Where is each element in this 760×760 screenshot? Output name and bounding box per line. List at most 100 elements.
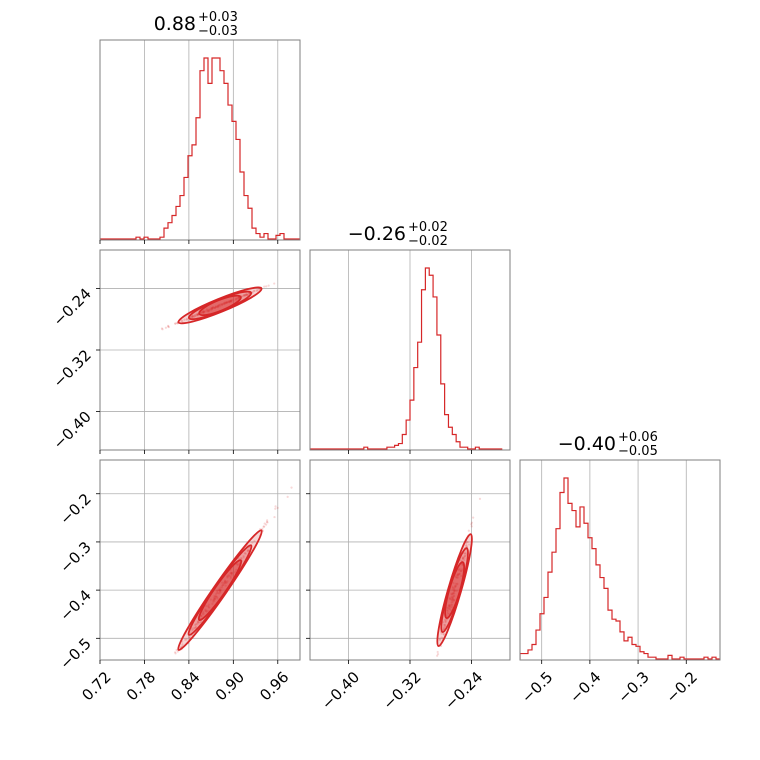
- scatter-point: [224, 582, 227, 585]
- scatter-point: [229, 299, 232, 302]
- scatter-point: [470, 523, 473, 526]
- scatter-point: [160, 327, 164, 330]
- scatter-point: [450, 601, 453, 604]
- scatter-point: [211, 306, 215, 309]
- scatter-point: [438, 637, 442, 640]
- scatter-point: [192, 315, 196, 318]
- scatter-point: [205, 609, 208, 613]
- scatter-point: [225, 301, 228, 304]
- scatter-point: [201, 311, 205, 315]
- scatter-point: [209, 308, 212, 311]
- scatter-point: [230, 572, 233, 575]
- scatter-point: [236, 563, 239, 567]
- diag-title-1: −0.26 +0.02−0.02: [348, 220, 448, 249]
- scatter-point: [207, 310, 210, 313]
- scatter-point: [470, 521, 474, 524]
- scatter-point: [452, 581, 455, 585]
- scatter-point: [451, 592, 455, 595]
- x-tick-label: −0.24: [441, 668, 486, 713]
- scatter-point: [463, 557, 466, 560]
- scatter-point: [211, 307, 214, 310]
- scatter-point: [205, 604, 208, 608]
- scatter-point: [454, 585, 457, 588]
- diag-title-2: −0.40 +0.06−0.05: [558, 430, 658, 459]
- scatter-point: [463, 554, 467, 557]
- scatter-point: [218, 304, 221, 307]
- scatter-point: [210, 308, 213, 311]
- density-contour-2: [198, 294, 242, 317]
- scatter-point: [451, 599, 454, 602]
- scatter-point: [440, 632, 443, 635]
- scatter-point: [430, 677, 432, 679]
- scatter-point: [461, 556, 464, 559]
- scatter-point: [224, 584, 227, 587]
- scatter-point: [451, 597, 455, 600]
- scatter-point: [246, 549, 249, 553]
- scatter-point: [230, 573, 233, 577]
- y-tick-label: −0.4: [56, 586, 94, 624]
- scatter-point: [144, 696, 146, 698]
- scatter-point: [467, 529, 470, 532]
- scatter-point: [213, 306, 217, 310]
- scatter-point: [194, 314, 197, 317]
- scatter-point: [240, 557, 243, 560]
- scatter-point: [191, 315, 194, 319]
- scatter-point: [222, 583, 225, 587]
- scatter-point: [205, 610, 208, 613]
- scatter-point: [203, 310, 206, 314]
- scatter-point: [223, 581, 226, 584]
- scatter-point: [445, 618, 448, 621]
- scatter-point: [213, 306, 216, 309]
- scatter-point: [230, 571, 234, 574]
- scatter-point: [217, 304, 220, 307]
- scatter-point: [215, 591, 219, 594]
- scatter-point: [451, 588, 455, 591]
- scatter-point: [230, 298, 233, 302]
- density-contour-2: [444, 561, 466, 620]
- scatter-point: [218, 589, 221, 592]
- histogram-2: [520, 477, 720, 660]
- scatter-point: [193, 314, 197, 317]
- scatter-point: [185, 638, 188, 641]
- scatter-point: [207, 603, 211, 606]
- scatter-point: [461, 556, 465, 560]
- scatter-point: [191, 315, 194, 318]
- scatter-point: [243, 294, 247, 297]
- scatter-point: [164, 326, 168, 329]
- scatter-point: [214, 595, 217, 598]
- scatter-point: [173, 651, 177, 654]
- scatter-point: [273, 282, 276, 285]
- scatter-point: [436, 650, 439, 654]
- scatter-point: [218, 589, 221, 592]
- scatter-point: [463, 559, 466, 562]
- scatter-point: [230, 300, 233, 303]
- scatter-point: [459, 569, 462, 573]
- scatter-point: [472, 516, 475, 519]
- scatter-point: [180, 319, 183, 322]
- scatter-point: [220, 586, 224, 589]
- scatter-group: [144, 486, 293, 698]
- scatter-point: [229, 575, 232, 578]
- scatter-point: [225, 575, 229, 578]
- scatter-point: [450, 603, 454, 606]
- scatter-point: [194, 625, 197, 628]
- scatter-point: [464, 552, 467, 555]
- scatter-point: [451, 592, 454, 596]
- scatter-point: [436, 653, 440, 656]
- scatter-point: [222, 582, 225, 585]
- scatter-point: [452, 599, 455, 602]
- histogram-1: [310, 267, 503, 450]
- scatter-point: [191, 314, 195, 318]
- scatter-point: [206, 310, 209, 313]
- scatter-point: [451, 587, 455, 590]
- scatter-point: [456, 583, 459, 586]
- scatter-point: [454, 584, 458, 587]
- scatter-point: [209, 598, 212, 601]
- scatter-point: [223, 301, 227, 304]
- scatter-point: [247, 292, 251, 295]
- scatter-point: [208, 309, 211, 312]
- scatter-point: [191, 628, 194, 631]
- scatter-point: [216, 306, 219, 309]
- scatter-point: [453, 598, 456, 601]
- scatter-point: [224, 301, 228, 304]
